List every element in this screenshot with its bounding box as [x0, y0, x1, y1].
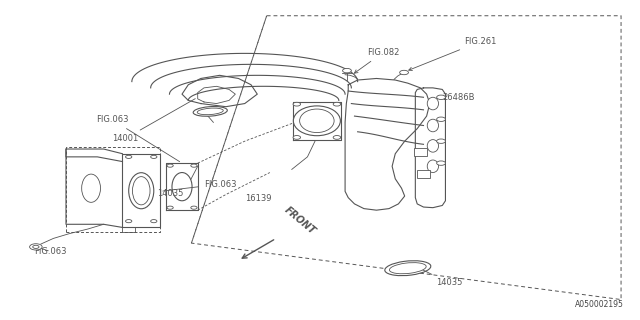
Text: A050002195: A050002195	[575, 300, 624, 309]
Text: 14035: 14035	[409, 263, 463, 287]
Bar	[417, 170, 430, 178]
Circle shape	[333, 136, 340, 139]
Circle shape	[293, 102, 301, 106]
Circle shape	[333, 102, 340, 106]
Text: 14001: 14001	[112, 99, 195, 143]
Ellipse shape	[428, 97, 438, 110]
Circle shape	[29, 244, 42, 250]
Circle shape	[436, 117, 445, 121]
Text: 14035: 14035	[157, 189, 183, 198]
Circle shape	[191, 164, 197, 167]
Text: FIG.082: FIG.082	[355, 48, 399, 73]
Circle shape	[150, 155, 157, 158]
Ellipse shape	[129, 173, 154, 209]
Ellipse shape	[389, 263, 426, 274]
Circle shape	[399, 70, 408, 75]
Text: FIG.261: FIG.261	[409, 37, 497, 70]
Circle shape	[150, 220, 157, 223]
Bar	[414, 148, 427, 156]
Text: 26486B: 26486B	[442, 93, 475, 102]
Ellipse shape	[193, 107, 227, 116]
Text: FRONT: FRONT	[282, 205, 317, 236]
Ellipse shape	[428, 119, 438, 132]
Circle shape	[125, 155, 132, 158]
Ellipse shape	[172, 172, 192, 201]
Ellipse shape	[428, 140, 438, 152]
Ellipse shape	[300, 109, 334, 132]
Ellipse shape	[428, 160, 438, 172]
Ellipse shape	[82, 174, 100, 202]
Ellipse shape	[293, 106, 340, 136]
Circle shape	[167, 206, 173, 209]
Circle shape	[436, 139, 445, 143]
Text: FIG.063: FIG.063	[163, 180, 236, 191]
Circle shape	[293, 136, 301, 139]
Text: 16139: 16139	[244, 194, 271, 203]
Text: FIG.063: FIG.063	[35, 247, 67, 256]
Circle shape	[191, 206, 197, 209]
Ellipse shape	[197, 108, 223, 115]
Ellipse shape	[385, 261, 431, 276]
Circle shape	[125, 220, 132, 223]
Circle shape	[167, 164, 173, 167]
Circle shape	[33, 245, 39, 248]
Circle shape	[436, 161, 445, 165]
Text: FIG.063: FIG.063	[96, 116, 180, 162]
Circle shape	[436, 95, 445, 100]
Ellipse shape	[132, 177, 150, 205]
Circle shape	[342, 68, 351, 73]
